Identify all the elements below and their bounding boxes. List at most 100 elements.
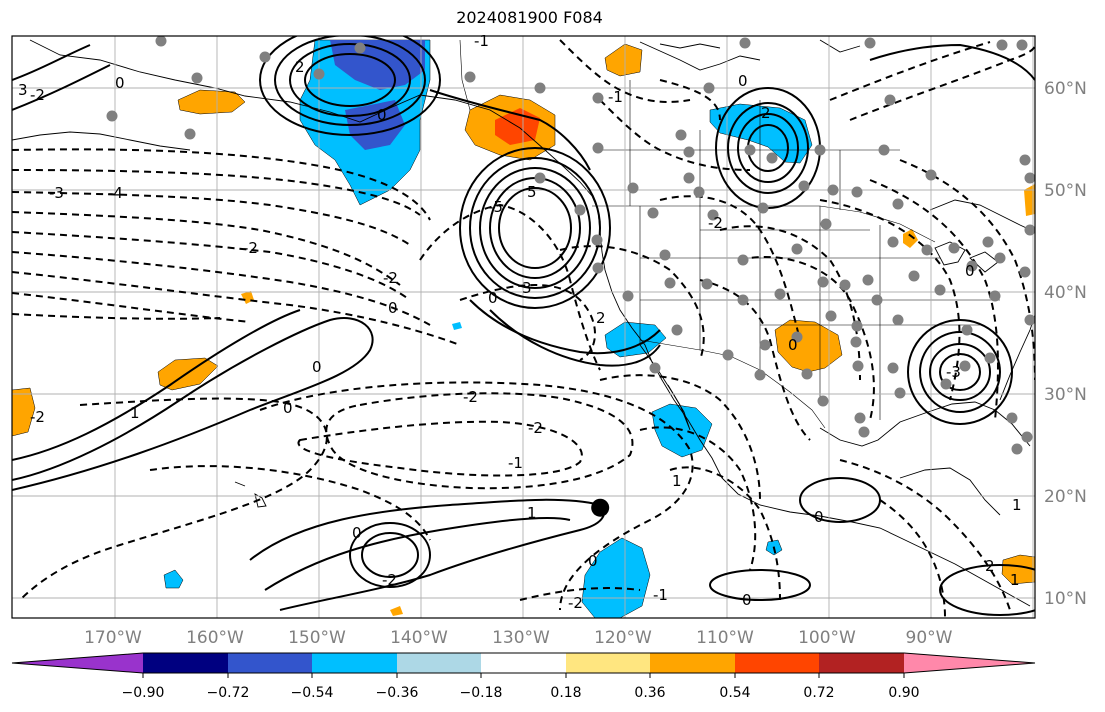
colorbar-tick-label: 0.54 bbox=[719, 685, 750, 701]
lat-label: 10°N bbox=[1044, 589, 1087, 609]
lat-label: 40°N bbox=[1044, 283, 1087, 303]
contour-label: 0 bbox=[283, 399, 293, 417]
lon-label: 130°W bbox=[492, 628, 550, 648]
colorbar-segment bbox=[566, 653, 650, 673]
coastline-hawaii bbox=[234, 481, 267, 508]
contour-label: 0 bbox=[312, 358, 322, 376]
coastline-alaska bbox=[29, 39, 593, 197]
contour-label: -3 bbox=[49, 184, 64, 202]
colorbar-tick-label: −0.54 bbox=[291, 685, 334, 701]
lon-label: 160°W bbox=[186, 628, 244, 648]
contour-label: -2 bbox=[463, 388, 478, 406]
coastline-arctic bbox=[659, 39, 861, 53]
lon-label: 110°W bbox=[696, 628, 754, 648]
orange-anomaly-great-lakes bbox=[903, 229, 918, 248]
latitude-labels: 10°N 20°N 30°N 40°N 50°N 60°N bbox=[1044, 79, 1087, 609]
contour-label: 2 bbox=[295, 58, 305, 76]
blue-anomaly-tiny-west bbox=[163, 569, 184, 589]
contour-label: -1 bbox=[474, 32, 489, 50]
orange-anomaly-east-edge bbox=[1024, 184, 1035, 216]
contour-label: 0 bbox=[742, 591, 752, 609]
colorbar-tick-label: −0.18 bbox=[460, 685, 503, 701]
lat-label: 50°N bbox=[1044, 181, 1087, 201]
colorbar-tick-label: −0.72 bbox=[207, 685, 250, 701]
lat-label: 30°N bbox=[1044, 385, 1087, 405]
colorbar-tick-label: 0.18 bbox=[550, 685, 581, 701]
border-alaska-canada bbox=[459, 39, 471, 111]
contour-label: -2 bbox=[30, 408, 45, 426]
contour-label: -2 bbox=[243, 239, 258, 257]
lon-label: 140°W bbox=[390, 628, 448, 648]
colorbar-segment bbox=[228, 653, 312, 673]
contour-label: 2 bbox=[596, 309, 606, 327]
coastline-hudson bbox=[639, 41, 761, 71]
map-frame bbox=[11, 35, 1036, 619]
map-title: 2024081900 F084 bbox=[456, 8, 603, 27]
coastline-west-coast bbox=[591, 195, 1031, 607]
contour-label: 0 bbox=[738, 72, 748, 90]
colorbar-segment bbox=[312, 653, 397, 673]
contour-labels: -3 -4 -2 -2 0 0 1 0 -2 -2 -1 1 0 -2 0 -2… bbox=[18, 32, 1022, 612]
contour-label: -1 bbox=[653, 586, 668, 604]
contour-label: 0 bbox=[488, 289, 498, 307]
dark-blue-anomaly-inner bbox=[345, 100, 405, 150]
colorbar-tick-label: −0.90 bbox=[122, 685, 165, 701]
contour-label: 1 bbox=[672, 472, 682, 490]
orange-anomaly-small-south bbox=[390, 606, 403, 616]
colorbar-segment bbox=[12, 653, 143, 673]
colorbar-segment bbox=[735, 653, 819, 673]
lat-label: 60°N bbox=[1044, 79, 1087, 99]
contour-label: 0 bbox=[788, 336, 798, 354]
border-us-mexico bbox=[639, 339, 826, 429]
contour-label: -1 bbox=[608, 88, 623, 106]
contour-label: -2 bbox=[382, 571, 397, 589]
state-borders bbox=[639, 206, 1000, 420]
colorbar: −0.90 −0.72 −0.54 −0.36 −0.18 0.18 0.36 … bbox=[11, 652, 1036, 701]
contour-label: 3 bbox=[18, 81, 28, 99]
contour-label: 0 bbox=[115, 74, 125, 92]
colorbar-tick-label: 0.90 bbox=[888, 685, 919, 701]
lat-label: 20°N bbox=[1044, 487, 1087, 507]
contour-label: -2 bbox=[383, 269, 398, 287]
colorbar-segment bbox=[650, 653, 735, 673]
contour-label: -2 bbox=[528, 419, 543, 437]
colorbar-tick-label: 0.36 bbox=[634, 685, 665, 701]
contour-label: 2 bbox=[985, 557, 995, 575]
storm-marker bbox=[591, 498, 610, 517]
colorbar-segment bbox=[143, 653, 228, 673]
contour-label: 1 bbox=[130, 404, 140, 422]
contour-label: 0 bbox=[352, 524, 362, 542]
contour-label: 0 bbox=[388, 299, 398, 317]
orange-anomaly-caribbean bbox=[1001, 554, 1035, 585]
contours-negative bbox=[12, 39, 1035, 618]
dark-blue-anomaly-core bbox=[330, 40, 425, 90]
contour-label: 1 bbox=[527, 504, 537, 522]
canada-province-borders bbox=[600, 80, 900, 210]
contour-label: 0 bbox=[588, 552, 598, 570]
contour-label: -2 bbox=[708, 214, 723, 232]
contour-label: -3 bbox=[946, 363, 961, 381]
contour-label: 0 bbox=[965, 262, 975, 280]
lon-label: 100°W bbox=[798, 628, 856, 648]
contour-label: -2 bbox=[30, 86, 45, 104]
coastline-aleutians bbox=[12, 131, 191, 151]
orange-anomaly-texas bbox=[774, 319, 843, 373]
blue-anomaly-baja bbox=[604, 321, 667, 358]
colorbar-tick-label: 0.72 bbox=[803, 685, 834, 701]
contour-label: 0 bbox=[377, 106, 387, 124]
coastline-yucatan bbox=[899, 467, 1001, 516]
contour-label: 5 bbox=[527, 183, 537, 201]
lon-label: 170°W bbox=[84, 628, 142, 648]
contour-label: -4 bbox=[108, 184, 123, 202]
lon-label: 120°W bbox=[594, 628, 652, 648]
contour-label: -5 bbox=[488, 198, 503, 216]
contour-label: 0 bbox=[814, 508, 824, 526]
colorbar-segment bbox=[904, 653, 1035, 673]
contour-label: 1 bbox=[1010, 571, 1020, 589]
station-dots bbox=[106, 36, 1035, 455]
border-us-canada bbox=[592, 205, 936, 243]
contour-label: 1 bbox=[1012, 496, 1022, 514]
colorbar-segment bbox=[819, 653, 904, 673]
colorbar-tick-label: −0.36 bbox=[376, 685, 419, 701]
